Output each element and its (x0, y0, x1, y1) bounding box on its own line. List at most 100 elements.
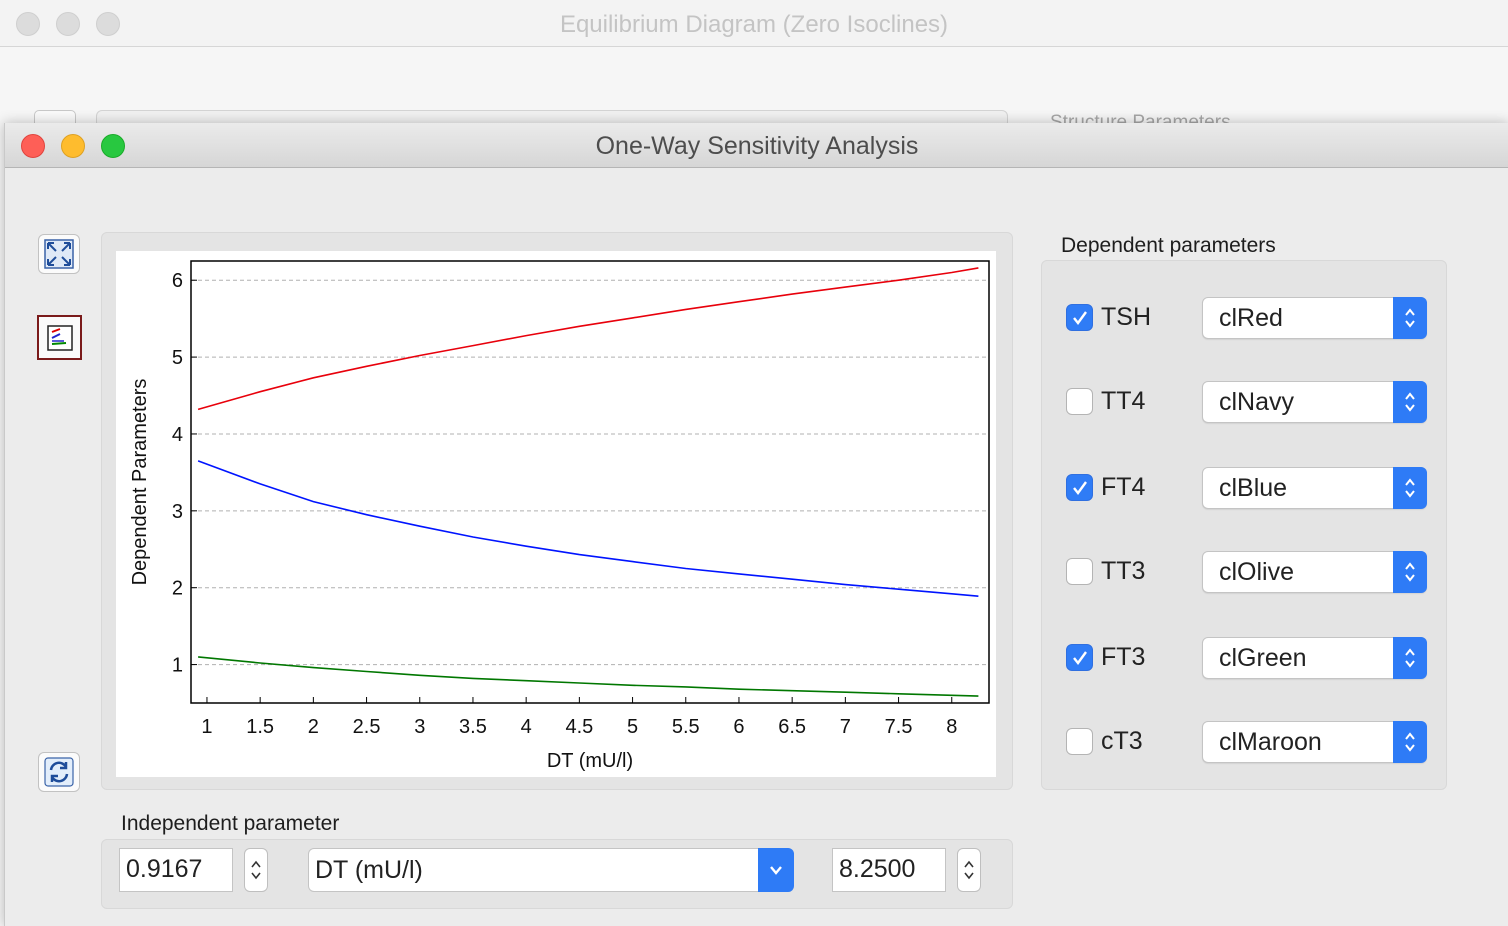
checkmark-icon (1072, 650, 1087, 665)
x-tick-label: 3.5 (459, 716, 487, 738)
window-title: One-Way Sensitivity Analysis (595, 132, 919, 160)
up-down-chevron-icon (1405, 392, 1415, 412)
x-tick-label: 4.5 (565, 716, 593, 738)
checkbox-label: FT4 (1101, 473, 1146, 501)
up-down-chevron-icon (1405, 732, 1415, 752)
y-tick-label: 3 (172, 501, 183, 523)
background-window-title: Equilibrium Diagram (Zero Isoclines) (559, 11, 949, 38)
color-select-tt4[interactable]: clNavy (1202, 381, 1427, 423)
dependent-row-tt4: TT4 clNavy (1066, 381, 1427, 423)
independent-parameter-value: DT (mU/l) (315, 856, 423, 884)
color-select-tsh[interactable]: clRed (1202, 297, 1427, 339)
chart-icon (46, 324, 73, 351)
independent-parameter-select[interactable]: DT (mU/l) (308, 848, 794, 892)
y-tick-label: 1 (172, 655, 183, 677)
minimize-button[interactable] (61, 134, 85, 158)
series-line-ft3 (198, 656, 979, 697)
x-tick-label: 6 (733, 716, 744, 738)
x-tick-label: 7.5 (885, 716, 913, 738)
min-value-field[interactable]: 0.9167 (119, 848, 233, 892)
chart-area[interactable]: 1 2 3 4 5 6 1 1.5 2 2.5 3 3.5 4 4.5 5 5.5 6 6.5 7 7.5 8 DT (m… (116, 251, 996, 777)
refresh-button[interactable] (38, 752, 80, 792)
checkbox-tt3[interactable] (1066, 558, 1093, 585)
plot-options-button[interactable] (37, 315, 82, 360)
popup-arrows[interactable] (1393, 381, 1427, 423)
y-tick-label: 5 (172, 347, 183, 369)
bg-close-button[interactable] (16, 12, 40, 36)
x-tick-label: 5.5 (672, 716, 700, 738)
sensitivity-window: One-Way Sensitivity Analysis (4, 123, 1508, 926)
checkbox-label: TT4 (1101, 387, 1146, 415)
dependent-row-tt3: TT3 clOlive (1066, 551, 1427, 593)
popup-arrows[interactable] (1393, 297, 1427, 339)
color-select-value: clGreen (1219, 644, 1307, 672)
min-value-stepper[interactable] (244, 848, 268, 892)
expand-icon (44, 239, 74, 269)
dependent-parameters-label: Dependent parameters (1061, 234, 1276, 257)
y-tick-label: 4 (172, 424, 183, 446)
independent-parameter-label: Independent parameter (121, 812, 340, 835)
checkbox-ct3[interactable] (1066, 728, 1093, 755)
zoom-button[interactable] (101, 134, 125, 158)
x-tick-label: 2.5 (353, 716, 381, 738)
x-tick-label: 1.5 (246, 716, 274, 738)
popup-arrows[interactable] (1393, 721, 1427, 763)
checkbox-tsh[interactable] (1066, 304, 1093, 331)
bg-zoom-button[interactable] (96, 12, 120, 36)
dependent-row-ft4: FT4 clBlue (1066, 467, 1427, 509)
independent-parameter-box: 0.9167 DT (mU/l) 8.2500 (101, 839, 1013, 909)
popup-arrows[interactable] (1393, 467, 1427, 509)
dependent-row-ft3: FT3 clGreen (1066, 637, 1427, 679)
up-down-chevron-icon (1405, 478, 1415, 498)
max-value-stepper[interactable] (957, 848, 981, 892)
dependent-row-ct3: cT3 clMaroon (1066, 721, 1427, 763)
y-tick-label: 2 (172, 578, 183, 600)
sensitivity-chart[interactable]: 1 2 3 4 5 6 1 1.5 2 2.5 3 3.5 4 4.5 5 5.5 6 6.5 7 7.5 8 DT (m… (116, 251, 996, 777)
checkmark-icon (1072, 480, 1087, 495)
plot-frame (190, 260, 990, 704)
bg-section-label: Structure Parameters (1050, 112, 1231, 124)
full-screen-button[interactable] (38, 234, 80, 274)
x-axis-label: DT (mU/l) (547, 750, 633, 772)
up-down-chevron-icon (1405, 562, 1415, 582)
checkmark-icon (1072, 310, 1087, 325)
color-select-tt3[interactable]: clOlive (1202, 551, 1427, 593)
x-tick-label: 7 (840, 716, 851, 738)
window-titlebar[interactable]: One-Way Sensitivity Analysis (5, 123, 1508, 168)
y-axis-label: Dependent Parameters (129, 379, 151, 586)
popup-arrows[interactable] (1393, 637, 1427, 679)
y-tick-label: 6 (172, 270, 183, 292)
background-titlebar: Equilibrium Diagram (Zero Isoclines) (0, 0, 1508, 47)
color-select-value: clMaroon (1219, 728, 1322, 756)
close-button[interactable] (21, 134, 45, 158)
dropdown-arrow[interactable] (758, 848, 794, 892)
x-tick-label: 5 (627, 716, 638, 738)
max-value-field[interactable]: 8.2500 (832, 848, 946, 892)
x-tick-label: 6.5 (778, 716, 806, 738)
color-select-ct3[interactable]: clMaroon (1202, 721, 1427, 763)
stepper-arrows-icon (251, 860, 261, 880)
checkbox-tt4[interactable] (1066, 388, 1093, 415)
dependent-row-tsh: TSH clRed (1066, 297, 1427, 339)
up-down-chevron-icon (1405, 648, 1415, 668)
up-down-chevron-icon (1405, 308, 1415, 328)
popup-arrows[interactable] (1393, 551, 1427, 593)
window-content: 1 2 3 4 5 6 1 1.5 2 2.5 3 3.5 4 4.5 5 5.5 6 6.5 7 7.5 8 DT (m… (5, 168, 1508, 926)
x-tick-label: 2 (308, 716, 319, 738)
x-tick-label: 4 (521, 716, 532, 738)
checkbox-label: TSH (1101, 303, 1151, 331)
checkbox-label: TT3 (1101, 557, 1146, 585)
x-tick-label: 1 (201, 716, 212, 738)
stepper-arrows-icon (964, 860, 974, 880)
checkbox-ft4[interactable] (1066, 474, 1093, 501)
bg-minimize-button[interactable] (56, 12, 80, 36)
checkbox-label: cT3 (1101, 727, 1143, 755)
checkbox-ft3[interactable] (1066, 644, 1093, 671)
color-select-ft3[interactable]: clGreen (1202, 637, 1427, 679)
refresh-icon (44, 757, 74, 787)
color-select-value: clBlue (1219, 474, 1288, 502)
color-select-ft4[interactable]: clBlue (1202, 467, 1427, 509)
chart-background (116, 251, 996, 777)
color-select-value: clOlive (1219, 558, 1295, 586)
x-tick-label: 3 (414, 716, 425, 738)
